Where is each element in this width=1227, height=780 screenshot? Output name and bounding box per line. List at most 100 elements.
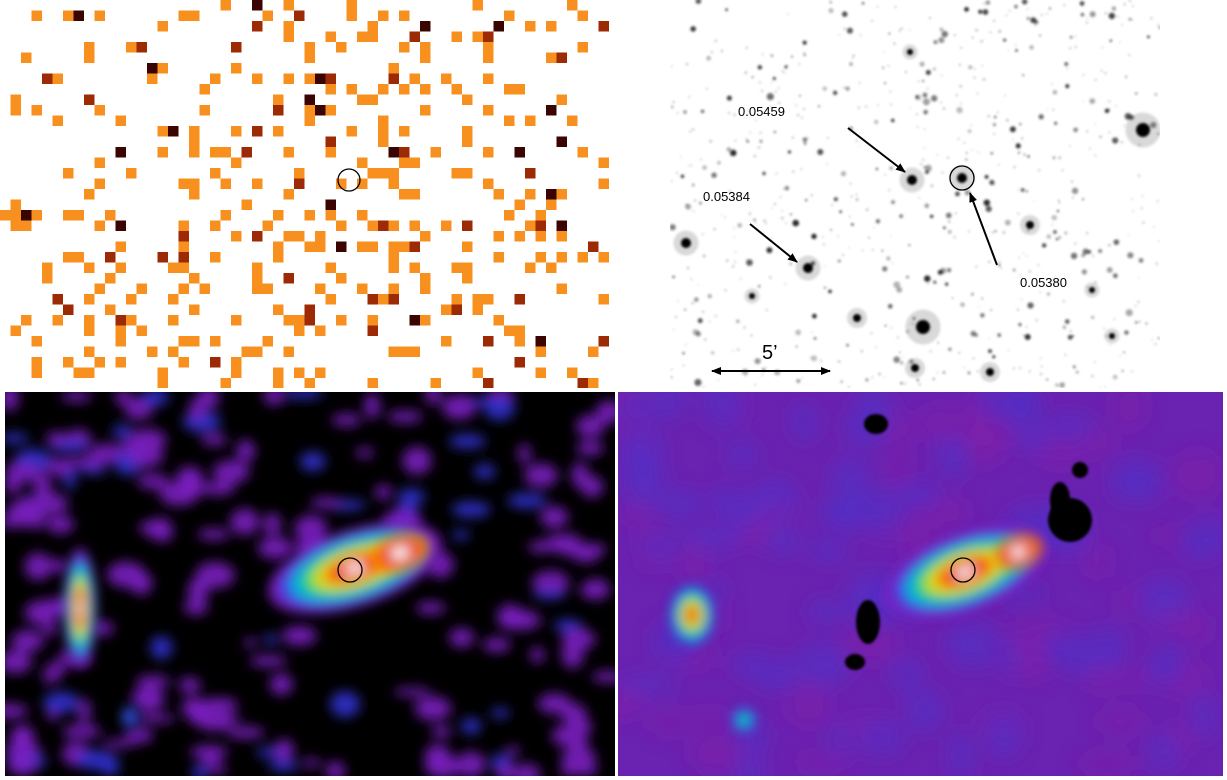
pixel [116,221,127,232]
pixel [168,126,179,137]
star [1019,123,1021,125]
noise-blob [1085,544,1111,579]
star [1058,200,1059,201]
star [1070,36,1073,39]
star [975,266,977,268]
star [673,329,674,330]
star [955,212,957,214]
star [735,251,736,252]
noise-blob [0,433,29,443]
pixel [599,179,610,190]
star [1135,321,1137,323]
pixel [357,242,368,253]
star [1142,195,1143,196]
pixel [599,21,610,32]
pixel [578,378,589,389]
pixel [116,116,127,127]
pixel [515,231,526,242]
star [1109,13,1115,19]
pixel [200,105,211,116]
pixel [42,74,53,85]
noise-blob [4,476,21,495]
star [1124,3,1125,4]
star [1066,68,1068,70]
star [861,350,863,352]
noise-blob [190,745,228,759]
star [1053,90,1057,94]
star [1129,18,1131,20]
pixel [399,242,410,253]
star [681,175,684,178]
star [1013,166,1015,168]
star [1073,128,1078,133]
noise-blob [1171,451,1223,498]
star [776,173,777,174]
star [1036,319,1038,321]
star [796,379,800,383]
noise-blob [198,529,230,540]
pixel [536,336,547,347]
star [715,315,716,316]
noise-blob [1151,733,1176,771]
pixel [179,263,190,274]
noise-blob [572,462,589,488]
noise-blob [117,440,152,452]
star [872,20,873,21]
noise-blob [483,638,511,653]
star [876,168,878,170]
star [792,220,799,227]
pixel [368,315,379,326]
pixel [504,11,515,22]
star [977,93,978,94]
noise-blob [398,488,425,505]
pixel [441,74,452,85]
pixel [473,294,484,305]
pixel [441,336,452,347]
noise-blob [46,459,72,476]
pixel [0,210,11,221]
pixel [210,74,221,85]
pixel [326,74,337,85]
pixel [189,137,200,148]
star [994,184,995,185]
star [832,204,833,205]
noise-blob [576,415,604,438]
pixel [546,105,557,116]
pixel [389,179,400,190]
star [1054,122,1057,125]
star [807,137,808,138]
pixel [525,189,536,200]
star [718,380,719,381]
star [1041,14,1042,15]
noise-blob [189,398,204,422]
star [793,171,794,172]
star [971,125,972,126]
pixel [420,315,431,326]
noise-blob [47,515,74,533]
star [1075,46,1076,47]
star [858,107,859,108]
star [812,314,817,319]
pixel [399,84,410,95]
star [818,105,820,107]
pixel [252,179,263,190]
star [1052,109,1054,111]
pixel [284,147,295,158]
star [1014,51,1015,52]
star [1000,267,1002,269]
star [1010,126,1016,132]
pixel [504,116,515,127]
source-level [688,610,695,620]
star [760,132,761,133]
pixel [294,231,305,242]
star [727,260,728,261]
star [1003,232,1005,234]
noise-blob [582,579,610,600]
pixel [53,116,64,127]
xray-panel [0,0,612,389]
star [946,213,952,219]
noise-blob [792,404,817,440]
star [1138,175,1140,177]
star [918,81,919,82]
pixel [284,189,295,200]
